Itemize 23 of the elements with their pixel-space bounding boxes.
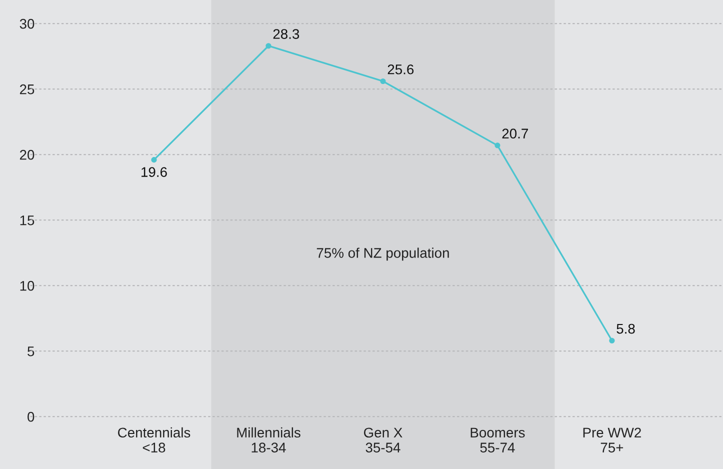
x-tick-label: Millennials 18-34: [237, 427, 300, 452]
x-tick-label: Centennials <18: [118, 427, 190, 452]
point: [151, 157, 157, 163]
y-tick-label: 30: [20, 18, 34, 29]
point: [266, 43, 272, 49]
y-tick-label: 25: [20, 84, 34, 94]
data-label: 20.7: [502, 128, 528, 139]
data-label: 19.6: [142, 167, 167, 177]
data-label: 5.8: [616, 324, 635, 334]
x-tick-label: Pre WW2 75+: [583, 428, 641, 452]
band-label: 75% of NZ population: [316, 248, 449, 261]
data-label: 28.3: [273, 29, 300, 39]
point: [609, 338, 615, 344]
x-tick-label: Gen X 35-54: [364, 428, 402, 452]
y-tick-label: 0: [28, 412, 34, 422]
y-tick-label: 10: [20, 280, 34, 291]
point: [494, 142, 500, 148]
point: [380, 78, 386, 84]
x-tick-label: Boomers 55-74: [470, 428, 525, 452]
y-tick-label: 15: [20, 216, 34, 226]
y-tick-label: 5: [28, 346, 34, 356]
y-tick-label: 20: [20, 150, 34, 160]
data-label: 25.6: [388, 64, 414, 74]
